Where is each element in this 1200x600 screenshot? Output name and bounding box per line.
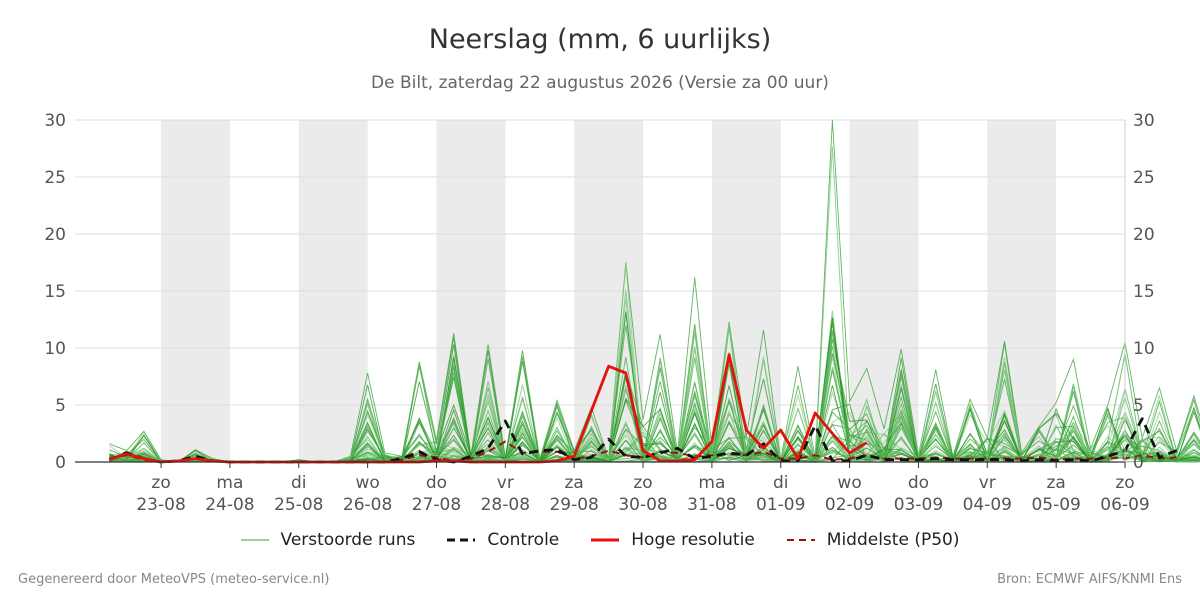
x-tick-date: 05-09 bbox=[1031, 495, 1080, 515]
x-tick-day: di bbox=[291, 473, 307, 493]
x-tick-day: ma bbox=[698, 473, 725, 493]
ensemble-run-line bbox=[109, 338, 1200, 464]
legend-label: Hoge resolutie bbox=[631, 530, 755, 550]
x-tick-date: 28-08 bbox=[481, 495, 530, 515]
y-tick-label-left: 0 bbox=[55, 453, 66, 473]
y-tick-label-right: 30 bbox=[1133, 111, 1155, 131]
legend-swatch-control bbox=[447, 538, 476, 542]
y-tick-label-left: 10 bbox=[44, 339, 66, 359]
ensemble-run-line bbox=[109, 376, 1200, 464]
chart-subtitle: De Bilt, zaterdag 22 augustus 2026 (Vers… bbox=[371, 73, 829, 93]
x-tick-date: 29-08 bbox=[549, 495, 598, 515]
y-tick-label-right: 5 bbox=[1133, 396, 1144, 416]
x-tick-day: zo bbox=[1115, 473, 1134, 493]
x-tick-day: zo bbox=[633, 473, 652, 493]
y-tick-label-right: 0 bbox=[1133, 453, 1144, 473]
x-tick-day: wo bbox=[355, 473, 379, 493]
x-tick-date: 24-08 bbox=[205, 495, 254, 515]
footer-credit: Gegenereerd door MeteoVPS (meteo-service… bbox=[18, 572, 330, 587]
x-tick-day: wo bbox=[837, 473, 861, 493]
x-tick-date: 25-08 bbox=[274, 495, 323, 515]
y-tick-label-left: 30 bbox=[44, 111, 66, 131]
legend-swatch-high-res bbox=[591, 538, 620, 542]
y-tick-label-right: 10 bbox=[1133, 339, 1155, 359]
y-tick-label-left: 20 bbox=[44, 225, 66, 245]
ensemble-run-line bbox=[109, 119, 1200, 463]
x-tick-date: 30-08 bbox=[618, 495, 667, 515]
legend-item-control: Controle bbox=[447, 530, 559, 550]
x-tick-day: za bbox=[1046, 473, 1065, 493]
legend-label: Middelste (P50) bbox=[826, 530, 960, 550]
legend-swatch-median bbox=[786, 539, 815, 541]
x-tick-date: 02-09 bbox=[825, 495, 874, 515]
legend-label: Controle bbox=[487, 530, 560, 550]
x-tick-day: za bbox=[565, 473, 584, 493]
legend: Verstoorde runs Controle Hoge resolutie … bbox=[0, 530, 1200, 550]
y-tick-label-left: 5 bbox=[55, 396, 66, 416]
chart-title: Neerslag (mm, 6 uurlijks) bbox=[428, 24, 772, 55]
x-tick-date: 04-09 bbox=[963, 495, 1012, 515]
y-tick-label-left: 25 bbox=[44, 168, 66, 188]
x-tick-day: zo bbox=[151, 473, 170, 493]
x-tick-date: 06-09 bbox=[1100, 495, 1149, 515]
y-tick-label-right: 20 bbox=[1133, 225, 1155, 245]
ensemble-run-line bbox=[109, 385, 1200, 464]
x-tick-date: 26-08 bbox=[343, 495, 392, 515]
legend-item-ensemble: Verstoorde runs bbox=[240, 530, 416, 550]
x-tick-date: 23-08 bbox=[136, 495, 185, 515]
x-tick-date: 27-08 bbox=[412, 495, 461, 515]
legend-swatch-ensemble bbox=[240, 539, 269, 541]
x-tick-day: do bbox=[908, 473, 929, 493]
y-tick-label-right: 25 bbox=[1133, 168, 1155, 188]
legend-item-high-res: Hoge resolutie bbox=[591, 530, 755, 550]
x-tick-day: ma bbox=[216, 473, 243, 493]
y-tick-label-right: 15 bbox=[1133, 282, 1155, 302]
x-tick-day: vr bbox=[979, 473, 996, 493]
legend-item-median: Middelste (P50) bbox=[786, 530, 960, 550]
x-tick-day: di bbox=[773, 473, 789, 493]
x-tick-date: 01-09 bbox=[756, 495, 805, 515]
x-tick-day: vr bbox=[497, 473, 514, 493]
x-tick-day: do bbox=[426, 473, 447, 493]
y-tick-label-left: 15 bbox=[44, 282, 66, 302]
x-tick-date: 31-08 bbox=[687, 495, 736, 515]
footer-source: Bron: ECMWF AIFS/KNMI Ens bbox=[997, 572, 1182, 587]
x-tick-date: 03-09 bbox=[894, 495, 943, 515]
legend-label: Verstoorde runs bbox=[280, 530, 416, 550]
